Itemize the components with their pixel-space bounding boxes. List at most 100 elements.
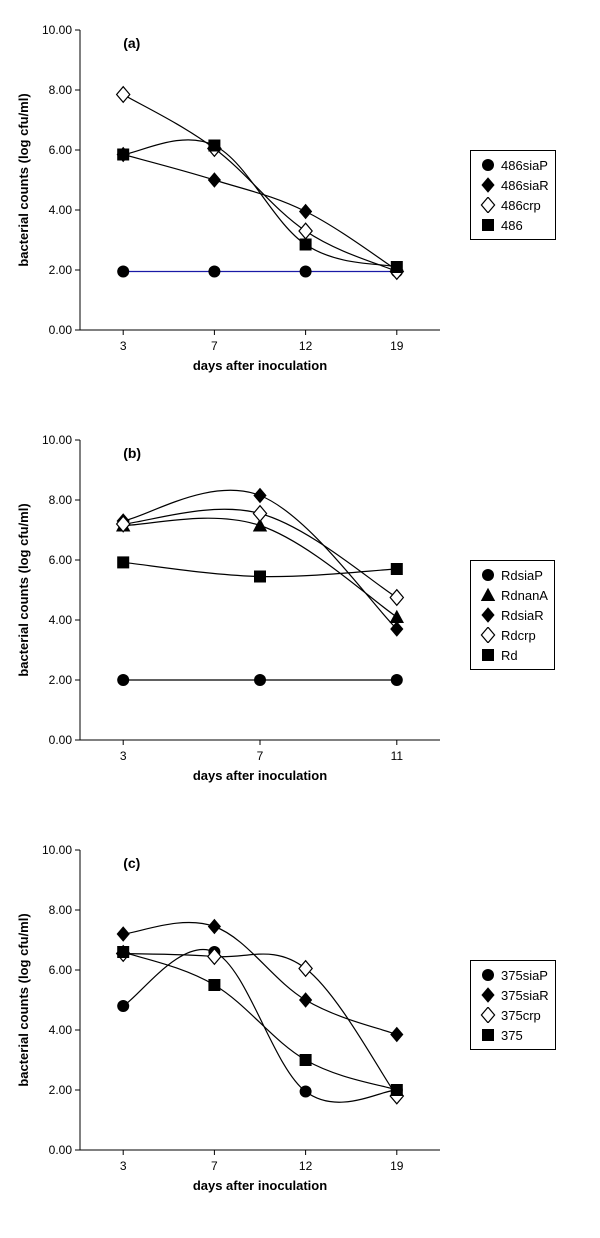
legend-marker-icon	[477, 197, 499, 213]
legend-item: Rdcrp	[477, 625, 548, 645]
legend-item: 486siaR	[477, 175, 549, 195]
data-marker	[117, 266, 129, 278]
y-tick-label: 10.00	[42, 843, 72, 857]
legend-item: 375siaR	[477, 985, 549, 1005]
legend-label: Rdcrp	[499, 628, 536, 643]
legend-item: RdsiaR	[477, 605, 548, 625]
legend-marker-icon	[477, 627, 499, 643]
legend-label: 375crp	[499, 1008, 541, 1023]
legend-marker-icon	[477, 607, 499, 623]
legend-marker-icon	[477, 177, 499, 193]
legend-item: Rd	[477, 645, 548, 665]
data-marker	[391, 261, 403, 273]
y-tick-label: 8.00	[49, 903, 73, 917]
legend-item: 375crp	[477, 1005, 549, 1025]
legend-marker-icon	[477, 967, 499, 983]
x-axis-label: days after inoculation	[193, 1178, 327, 1193]
legend-label: 375	[499, 1028, 523, 1043]
legend-label: RdnanA	[499, 588, 548, 603]
legend-marker-icon	[477, 567, 499, 583]
data-marker	[300, 1086, 312, 1098]
panel-label: (a)	[123, 35, 140, 51]
legend-marker-icon	[477, 987, 499, 1003]
legend-label: RdsiaP	[499, 568, 543, 583]
panel-label: (b)	[123, 445, 141, 461]
data-marker	[391, 1084, 403, 1096]
legend-item: RdsiaP	[477, 565, 548, 585]
data-marker	[117, 149, 129, 161]
data-marker	[391, 674, 403, 686]
legend-item: 486	[477, 215, 549, 235]
legend-c: 375siaP 375siaR 375crp 375	[470, 960, 556, 1050]
y-tick-label: 2.00	[49, 263, 73, 277]
y-tick-label: 4.00	[49, 203, 73, 217]
y-tick-label: 0.00	[49, 733, 73, 747]
data-marker	[117, 674, 129, 686]
chart-b: 0.00 2.00 4.00 6.00 8.00 10.00 3 7 11 days after …	[0, 410, 460, 810]
data-marker	[254, 571, 266, 583]
y-tick-label: 8.00	[49, 493, 73, 507]
y-tick-label: 2.00	[49, 1083, 73, 1097]
data-marker	[208, 140, 220, 152]
y-tick-label: 6.00	[49, 553, 73, 567]
x-tick-label: 19	[390, 339, 404, 353]
data-marker	[300, 1054, 312, 1066]
data-marker	[117, 556, 129, 568]
data-marker	[208, 266, 220, 278]
y-tick-label: 4.00	[49, 613, 73, 627]
x-axis-label: days after inoculation	[193, 768, 327, 783]
y-tick-label: 8.00	[49, 83, 73, 97]
legend-label: 375siaP	[499, 968, 548, 983]
legend-label: Rd	[499, 648, 518, 663]
panel-label: (c)	[123, 855, 140, 871]
data-marker	[300, 266, 312, 278]
y-tick-label: 4.00	[49, 1023, 73, 1037]
data-marker	[208, 979, 220, 991]
legend-item: RdnanA	[477, 585, 548, 605]
y-tick-label: 10.00	[42, 23, 72, 37]
legend-marker-icon	[477, 157, 499, 173]
y-tick-label: 10.00	[42, 433, 72, 447]
legend-marker-icon	[477, 1007, 499, 1023]
y-tick-label: 2.00	[49, 673, 73, 687]
legend-marker-icon	[477, 647, 499, 663]
x-axis-label: days after inoculation	[193, 358, 327, 373]
figure-container: 0.00 2.00 4.00 6.00 8.00 10.00 3 7 12 19 days afte…	[0, 0, 600, 1220]
legend-label: 486siaP	[499, 158, 548, 173]
legend-a: 486siaP 486siaR 486crp 486	[470, 150, 556, 240]
chart-c: 0.00 2.00 4.00 6.00 8.00 10.00 3 7 12 19 days afte…	[0, 820, 460, 1220]
y-tick-label: 0.00	[49, 323, 73, 337]
data-marker	[254, 674, 266, 686]
legend-label: 486	[499, 218, 523, 233]
x-tick-label: 3	[120, 1159, 127, 1173]
x-tick-label: 3	[120, 749, 127, 763]
legend-label: 486crp	[499, 198, 541, 213]
x-tick-label: 12	[299, 1159, 313, 1173]
x-tick-label: 7	[211, 1159, 218, 1173]
y-tick-label: 0.00	[49, 1143, 73, 1157]
legend-item: 486siaP	[477, 155, 549, 175]
y-axis-label: bacterial counts (log cfu/ml)	[16, 503, 31, 676]
data-marker	[391, 563, 403, 575]
y-axis-label: bacterial counts (log cfu/ml)	[16, 93, 31, 266]
data-marker	[117, 946, 129, 958]
chart-a: 0.002.004.006.008.0010.00371219days afte…	[0, 0, 460, 400]
legend-marker-icon	[477, 217, 499, 233]
legend-b: RdsiaP RdnanA RdsiaR Rdcrp Rd	[470, 560, 555, 670]
legend-marker-icon	[477, 587, 499, 603]
x-tick-label: 3	[120, 339, 127, 353]
x-tick-label: 12	[299, 339, 313, 353]
legend-item: 375siaP	[477, 965, 549, 985]
x-tick-label: 11	[391, 749, 404, 763]
legend-label: 486siaR	[499, 178, 549, 193]
y-tick-label: 6.00	[49, 963, 73, 977]
legend-item: 486crp	[477, 195, 549, 215]
legend-label: RdsiaR	[499, 608, 544, 623]
x-tick-label: 7	[257, 749, 264, 763]
y-axis-label: bacterial counts (log cfu/ml)	[16, 913, 31, 1086]
x-tick-label: 7	[211, 339, 218, 353]
legend-label: 375siaR	[499, 988, 549, 1003]
x-tick-label: 19	[390, 1159, 404, 1173]
legend-marker-icon	[477, 1027, 499, 1043]
data-marker	[117, 1000, 129, 1012]
